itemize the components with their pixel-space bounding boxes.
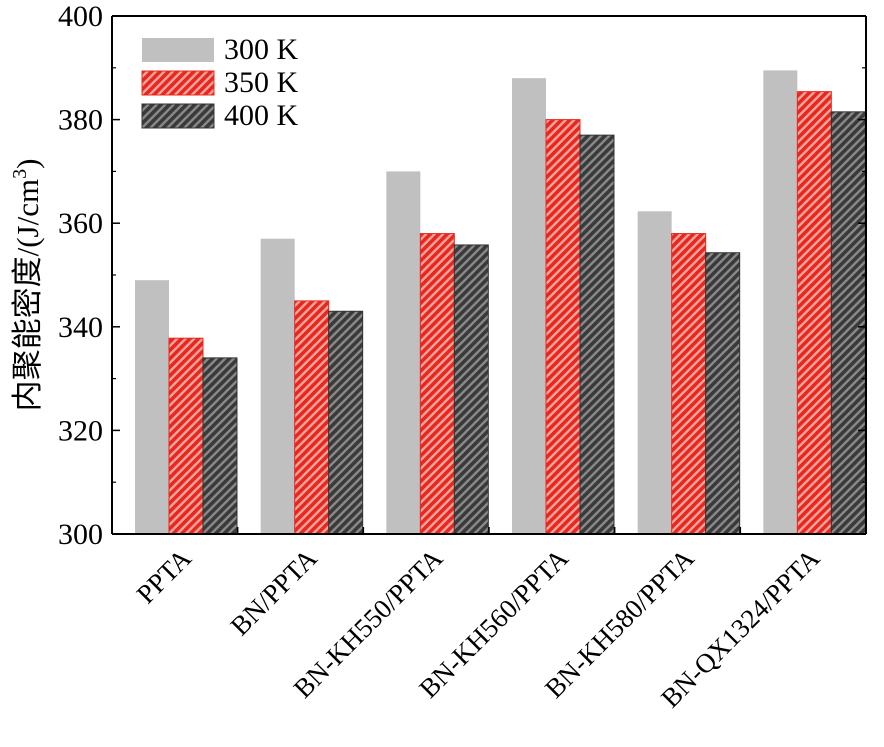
bars-layer xyxy=(135,70,866,535)
bar-300k-4 xyxy=(637,211,672,534)
bar-300k-0 xyxy=(135,280,169,534)
y-axis-title: 内聚能密度/(J/cm3) xyxy=(9,159,45,412)
bar-400k-3 xyxy=(579,134,615,535)
bar-350k-5 xyxy=(796,91,832,535)
bar-350k-0 xyxy=(168,337,204,535)
bar-300k-5 xyxy=(763,70,798,534)
legend-label: 350 K xyxy=(224,66,299,99)
bar-400k-0 xyxy=(202,357,238,535)
bar-350k-1 xyxy=(294,300,330,535)
legend-swatch xyxy=(141,70,215,96)
legend-swatch xyxy=(141,103,215,129)
bar-400k-4 xyxy=(705,252,741,535)
bar-400k-1 xyxy=(328,310,364,535)
y-tick-label: 400 xyxy=(58,0,103,33)
bar-400k-5 xyxy=(830,111,866,535)
legend-swatch xyxy=(142,38,214,62)
bar-350k-3 xyxy=(545,119,581,535)
x-tick-label: PPTA xyxy=(131,543,198,610)
bar-300k-1 xyxy=(260,238,295,535)
y-tick-label: 340 xyxy=(58,311,103,344)
y-tick-label: 320 xyxy=(58,414,103,447)
x-tick-label: BN/PPTA xyxy=(225,543,324,642)
bar-300k-2 xyxy=(386,171,421,534)
bar-300k-3 xyxy=(512,78,546,534)
y-tick-label: 380 xyxy=(58,104,103,137)
y-tick-label: 360 xyxy=(58,207,103,240)
legend-label: 300 K xyxy=(224,33,299,66)
y-tick-label: 300 xyxy=(58,518,103,551)
bar-400k-2 xyxy=(453,244,489,535)
legend-label: 400 K xyxy=(224,99,299,132)
bar-350k-2 xyxy=(419,233,455,535)
bar-350k-4 xyxy=(671,233,707,535)
